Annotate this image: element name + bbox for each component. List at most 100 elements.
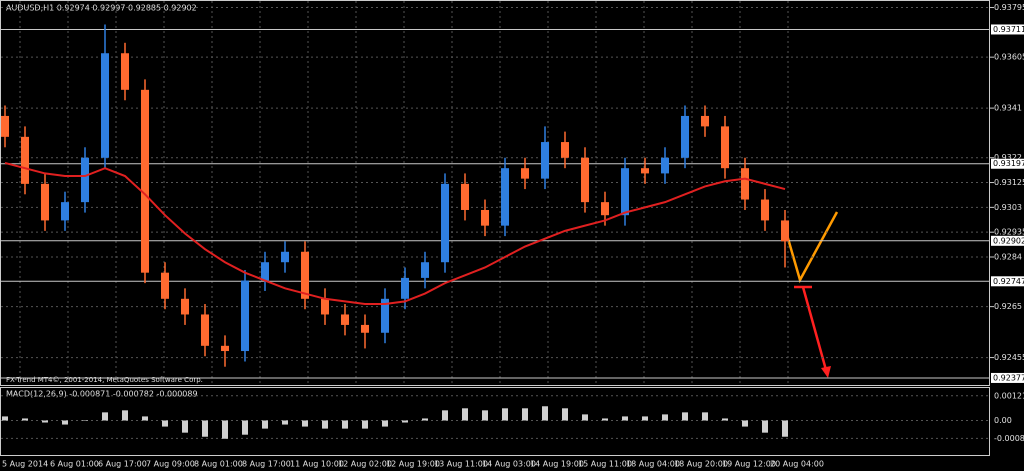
level-label: 0.92377 [993,373,1024,382]
x-tick-label: 13 Aug 11:00 [434,460,488,469]
macd-bar [142,416,148,421]
level-label: 0.92747 [993,277,1024,286]
y-tick-label: 0.9341 [994,104,1022,113]
x-tick-label: 19 Aug 12:00 [722,460,776,469]
macd-bar [662,414,668,421]
candle-body [461,183,469,210]
arrow-head [821,366,831,378]
macd-bar [722,418,728,421]
y-tick-label: 0.93605 [994,53,1024,62]
y-tick-label: 0.9265 [994,302,1022,311]
candle-body [701,115,709,127]
candle-body [381,298,389,333]
candle-body [561,142,569,158]
macd-bar [162,420,168,427]
macd-bar [342,420,348,429]
candle-body [601,202,609,216]
candle-body [721,126,729,169]
candle-body [181,298,189,315]
macd-bar [602,418,608,421]
macd-bar [562,408,568,421]
macd-bar [762,420,768,433]
candle-body [481,209,489,226]
y-tick-label: 0.93125 [994,178,1024,187]
candle-body [21,136,29,184]
candle-body [121,53,129,90]
macd-bar [262,420,268,429]
level-label: 0.93711 [993,25,1024,34]
candle-body [661,157,669,174]
macd-bar [542,406,548,421]
candle-body [101,53,109,158]
macd-bar [202,420,208,437]
macd-bar [622,416,628,421]
y-tick-label: 0.92935 [994,228,1024,237]
candle-body [41,183,49,221]
level-label-box [991,158,1024,169]
macd-bar [42,420,48,423]
macd-bar [222,420,228,439]
macd-label: MACD(12,26,9) -0.000871 -0.000782 -0.000… [6,390,198,399]
candle-body [281,251,289,263]
x-tick-label: 8 Aug 17:00 [242,460,291,469]
macd-bar [2,416,8,421]
candle-body [301,251,309,299]
footer: FX-Trend MT4©, 2001-2014, MetaQuotes Sof… [6,376,203,384]
candle-body [141,89,149,273]
y-tick-label: 0.9303 [994,203,1022,212]
macd-bar [742,420,748,427]
macd-bar [302,420,308,427]
macd-bar [402,420,408,423]
candle-body [621,168,629,216]
x-tick-label: 15 Aug 11:00 [578,460,632,469]
macd-bar [322,420,328,429]
y-tick-label: 0.9322 [994,153,1022,162]
macd-bar [122,410,128,421]
x-tick-label: 6 Aug 17:00 [98,460,147,469]
macd-bar [422,418,428,421]
y-tick-label: 0.92455 [994,353,1024,362]
candle-body [61,202,69,221]
y-tick-label: 0.93795 [994,3,1024,12]
y-tick-label: 0.9284 [994,253,1022,262]
macd-bar [782,420,788,437]
macd-bar [702,412,708,421]
candle-body [241,280,249,352]
macd-bar [642,416,648,421]
candle-body [321,298,329,315]
candle-body [521,168,529,179]
x-tick-label: 14 Aug 03:00 [482,460,536,469]
candle-body [1,115,9,137]
macd-bar [282,420,288,425]
macd-bar [22,418,28,421]
x-tick-label: 12 Aug 02:00 [338,460,392,469]
macd-bar [182,420,188,433]
x-tick-label: 12 Aug 19:00 [386,460,440,469]
macd-bar [482,410,488,421]
macd-bar [62,420,68,425]
candle-body [201,314,209,346]
macd-bar [102,412,108,421]
candle-body [541,142,549,179]
macd-bar [382,420,388,427]
macd-bar [242,420,248,435]
candle-body [761,199,769,221]
macd-bar [582,414,588,421]
candle-body [341,314,349,325]
macd-bar [462,408,468,421]
x-tick-label: 14 Aug 19:00 [530,460,584,469]
candle-body [261,262,269,281]
level-label: 0.92902 [993,236,1024,245]
level-label-box [991,276,1024,287]
arrow-line [801,286,828,371]
macd-tick-label: 0.001217 [994,391,1024,400]
macd-tick-label: -0.000884 [994,434,1024,443]
macd-bar [502,408,508,421]
macd-bar [442,410,448,421]
candle-body [741,168,749,200]
candle-body [81,157,89,203]
macd-bar [682,412,688,421]
macd-bar [362,420,368,429]
macd-tick-label: 0.00 [994,416,1012,425]
